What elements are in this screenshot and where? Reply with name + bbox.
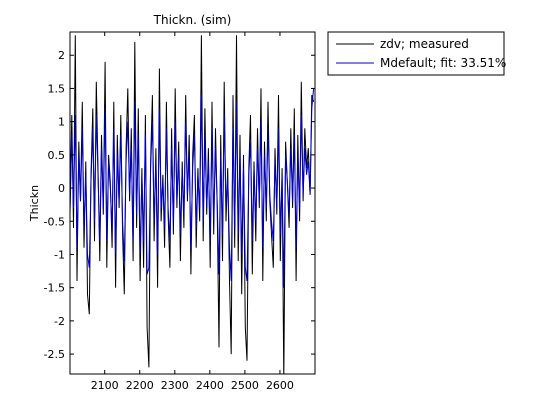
legend: zdv; measured Mdefault; fit: 33.51%: [327, 31, 506, 76]
y-tick-label: 1.5: [48, 82, 66, 95]
legend-label-model: Mdefault; fit: 33.51%: [380, 56, 506, 70]
series-group: [70, 35, 315, 374]
y-tick-label: -1: [54, 248, 65, 261]
chart-title: Thickn. (sim): [153, 13, 232, 27]
x-tick-label: 2300: [161, 379, 189, 392]
y-tick-label: -2: [54, 315, 65, 328]
x-tick-label: 2400: [196, 379, 224, 392]
y-tick-label: 0.5: [48, 149, 66, 162]
y-axis-label: Thickn: [28, 185, 41, 222]
x-axis: 2100 2200 2300 2400 2500 2600: [91, 32, 294, 392]
y-tick-label: -2.5: [44, 348, 65, 361]
y-tick-label: 2: [58, 49, 65, 62]
plot-frame: [69, 31, 316, 375]
series-line-model: [70, 88, 315, 288]
x-tick-label: 2500: [231, 379, 259, 392]
y-tick-label: -1.5: [44, 282, 65, 295]
y-tick-label: 1: [58, 116, 65, 129]
y-axis: 2 1.5 1 0.5 0 -0.5 -1 -1.5 -2 -2.5: [44, 49, 315, 361]
x-tick-label: 2600: [266, 379, 294, 392]
x-tick-label: 2100: [91, 379, 119, 392]
y-tick-label: 0: [58, 182, 65, 195]
legend-box: [327, 31, 505, 76]
y-tick-label: -0.5: [44, 215, 65, 228]
x-tick-label: 2200: [126, 379, 154, 392]
legend-label-measured: zdv; measured: [380, 37, 469, 51]
